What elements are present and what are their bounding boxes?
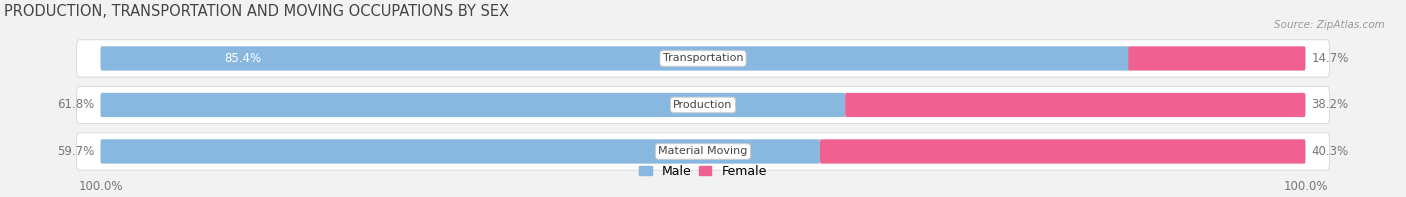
Text: 14.7%: 14.7% bbox=[1312, 52, 1348, 65]
FancyBboxPatch shape bbox=[101, 139, 1305, 164]
Text: 40.3%: 40.3% bbox=[1312, 145, 1348, 158]
FancyBboxPatch shape bbox=[101, 93, 845, 117]
Text: 59.7%: 59.7% bbox=[58, 145, 94, 158]
Text: Material Moving: Material Moving bbox=[658, 147, 748, 156]
Legend: Male, Female: Male, Female bbox=[634, 160, 772, 183]
FancyBboxPatch shape bbox=[101, 46, 1129, 71]
FancyBboxPatch shape bbox=[101, 46, 1305, 71]
Text: PRODUCTION, TRANSPORTATION AND MOVING OCCUPATIONS BY SEX: PRODUCTION, TRANSPORTATION AND MOVING OC… bbox=[4, 4, 509, 19]
FancyBboxPatch shape bbox=[820, 139, 1305, 164]
Text: Production: Production bbox=[673, 100, 733, 110]
Text: Transportation: Transportation bbox=[662, 53, 744, 63]
FancyBboxPatch shape bbox=[845, 93, 1305, 117]
FancyBboxPatch shape bbox=[101, 93, 1305, 117]
FancyBboxPatch shape bbox=[101, 139, 820, 164]
Text: 85.4%: 85.4% bbox=[224, 52, 262, 65]
Text: 38.2%: 38.2% bbox=[1312, 98, 1348, 112]
FancyBboxPatch shape bbox=[76, 133, 1330, 170]
FancyBboxPatch shape bbox=[1129, 46, 1305, 71]
Text: Source: ZipAtlas.com: Source: ZipAtlas.com bbox=[1274, 20, 1385, 30]
Text: 61.8%: 61.8% bbox=[58, 98, 94, 112]
FancyBboxPatch shape bbox=[76, 40, 1330, 77]
FancyBboxPatch shape bbox=[76, 86, 1330, 124]
